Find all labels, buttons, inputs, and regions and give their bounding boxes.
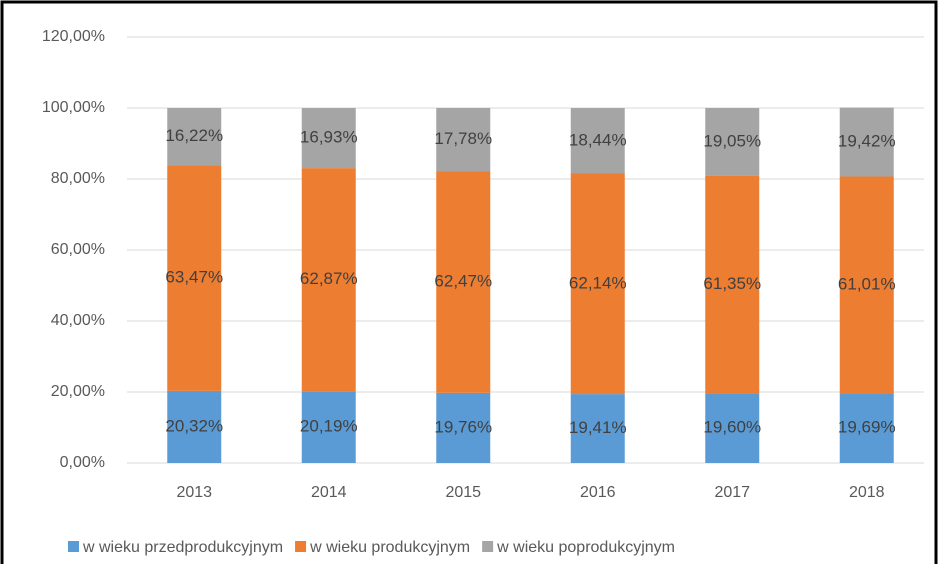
bar-segment bbox=[301, 391, 356, 463]
bar-segment bbox=[570, 173, 625, 395]
data-label: 63,47% bbox=[165, 268, 223, 287]
bar-segment bbox=[570, 108, 625, 174]
x-tick-label: 2013 bbox=[176, 484, 212, 501]
data-label: 18,44% bbox=[569, 130, 627, 149]
data-label: 61,35% bbox=[703, 274, 761, 293]
y-tick-label: 80,00% bbox=[51, 170, 105, 187]
bar-segment bbox=[436, 392, 491, 463]
x-tick-label: 2018 bbox=[849, 484, 885, 501]
legend-swatch bbox=[68, 541, 79, 552]
bar-segment bbox=[839, 176, 894, 394]
bar-segment bbox=[167, 107, 222, 166]
bar-segment bbox=[839, 393, 894, 463]
legend-swatch bbox=[295, 541, 307, 552]
data-label: 19,76% bbox=[434, 417, 492, 436]
data-label: 19,05% bbox=[703, 131, 761, 150]
data-label: 19,60% bbox=[703, 418, 761, 437]
data-label: 20,32% bbox=[165, 416, 223, 435]
data-label: 19,41% bbox=[569, 418, 627, 437]
data-label: 16,22% bbox=[165, 126, 223, 145]
bar-segment bbox=[167, 390, 222, 463]
data-label: 17,78% bbox=[434, 129, 492, 148]
data-label: 19,42% bbox=[838, 132, 896, 151]
data-label: 19,69% bbox=[838, 418, 896, 437]
data-label: 62,14% bbox=[569, 273, 627, 292]
bar-segment bbox=[436, 171, 491, 393]
legend-label: w wieku produkcyjnym bbox=[309, 539, 470, 556]
bar-segment bbox=[570, 394, 625, 463]
x-tick-label: 2016 bbox=[580, 484, 616, 501]
bar-segment bbox=[301, 168, 356, 392]
bar-segment bbox=[839, 107, 894, 177]
x-tick-label: 2017 bbox=[714, 484, 750, 501]
y-tick-label: 100,00% bbox=[42, 99, 105, 116]
y-tick-label: 20,00% bbox=[51, 383, 105, 400]
y-tick-label: 40,00% bbox=[51, 312, 105, 329]
data-label: 61,01% bbox=[838, 274, 896, 293]
y-tick-label: 60,00% bbox=[51, 241, 105, 258]
bar-segment bbox=[167, 165, 222, 391]
x-tick-label: 2015 bbox=[445, 484, 481, 501]
data-label: 20,19% bbox=[300, 417, 358, 436]
y-tick-label: 0,00% bbox=[60, 454, 105, 471]
legend-label: w wieku przedprodukcyjnym bbox=[82, 539, 283, 556]
bar-segment bbox=[705, 393, 760, 463]
bar-segment bbox=[705, 108, 760, 176]
y-tick-label: 120,00% bbox=[42, 28, 105, 45]
data-label: 16,93% bbox=[300, 128, 358, 147]
bar-segment bbox=[436, 107, 491, 172]
bar-segment bbox=[301, 108, 356, 169]
data-label: 62,47% bbox=[434, 271, 492, 290]
x-tick-label: 2014 bbox=[311, 484, 347, 501]
legend-swatch bbox=[482, 541, 494, 552]
legend-label: w wieku poprodukcyjnym bbox=[496, 539, 675, 556]
bar-segment bbox=[705, 175, 760, 394]
data-label: 62,87% bbox=[300, 269, 358, 288]
